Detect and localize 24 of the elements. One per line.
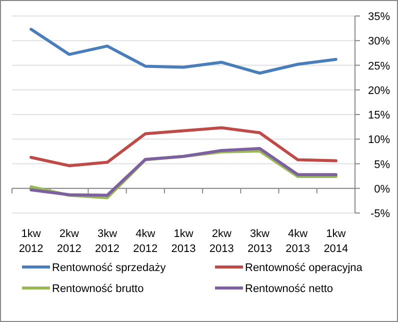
y-tick-label: 35% (368, 11, 390, 23)
x-tick-label: 4kw 2013 (286, 228, 310, 255)
legend-label: Rentowność sprzedaży (52, 262, 166, 274)
x-tick-label: 1kw 2014 (324, 228, 348, 255)
x-tick-label: 3kw 2013 (247, 228, 272, 255)
x-tick-label: 4kw 2012 (133, 228, 158, 255)
y-tick-label: 0% (374, 183, 390, 196)
x-tick-label: 2kw 2012 (56, 228, 82, 255)
y-tick-label: 30% (368, 36, 390, 48)
legend-label: Rentowność operacyjna (245, 262, 364, 274)
legend-label: Rentowność brutto (52, 283, 144, 295)
y-tick-label: 20% (368, 84, 390, 97)
line-series (30, 28, 338, 75)
y-tick-label: 15% (368, 110, 390, 122)
line-series (30, 126, 338, 168)
legend-label: Rentowność netto (245, 283, 334, 295)
x-tick-label: 2kw 2013 (209, 228, 234, 255)
y-tick-label: 5% (374, 158, 390, 171)
x-tick-label: 1kw 2013 (171, 228, 196, 255)
x-tick-label: 1kw 2012 (18, 228, 44, 255)
y-tick-label: 10% (368, 134, 390, 146)
y-tick-label: 25% (368, 60, 390, 72)
x-tick-label: 3kw 2012 (95, 228, 120, 255)
y-tick-label: -5% (370, 208, 390, 220)
